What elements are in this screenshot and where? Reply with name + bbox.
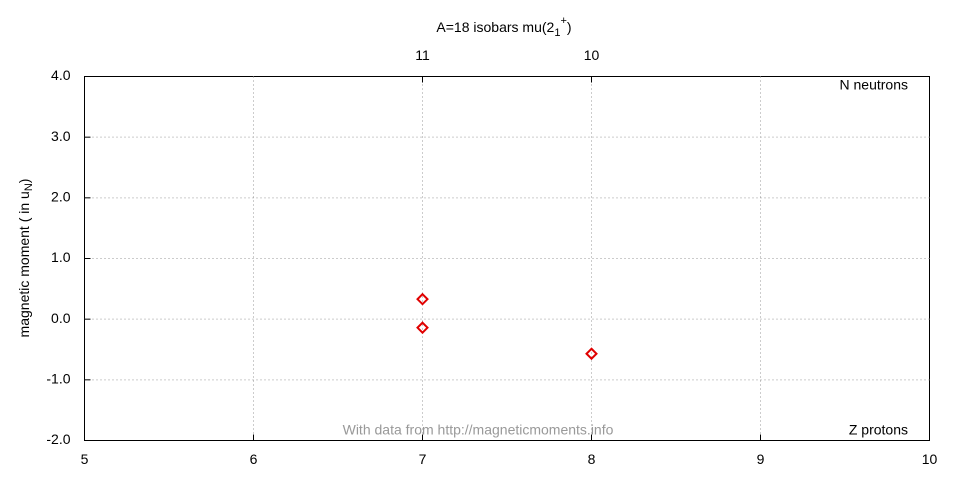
y-tick-label: 0.0 xyxy=(51,310,71,326)
y-tick-label: -1.0 xyxy=(46,371,70,387)
plot-frame xyxy=(84,76,930,441)
ylabel-sub: N xyxy=(23,183,35,191)
y-tick-label: 2.0 xyxy=(51,189,71,205)
y-tick-label: 1.0 xyxy=(51,249,71,265)
x-tick-label: 6 xyxy=(250,451,258,467)
x-tick-label: 8 xyxy=(588,451,596,467)
x-tick-label: 5 xyxy=(81,451,89,467)
x-tick-label: 9 xyxy=(757,451,765,467)
data-point xyxy=(585,347,598,361)
x2-tick-label: 11 xyxy=(415,47,430,63)
title-sup: + xyxy=(560,15,566,27)
credit-annotation: With data from http://magneticmoments.in… xyxy=(343,422,614,438)
x2-tick-label: 10 xyxy=(584,47,600,63)
data-point xyxy=(416,321,429,335)
y-tick-label: 3.0 xyxy=(51,128,71,144)
x-axis-label: Z protons xyxy=(849,422,908,438)
x-tick-label: 10 xyxy=(922,451,938,467)
ylabel-end: ) xyxy=(16,179,32,184)
x2-axis-label: N neutrons xyxy=(840,77,908,93)
y-axis-label: magnetic moment ( in uN) xyxy=(16,179,35,338)
title-main: A=18 isobars mu(2 xyxy=(436,19,554,35)
title-sub: 1 xyxy=(554,27,560,39)
y-tick-label: 4.0 xyxy=(51,67,71,83)
y-tick-label: -2.0 xyxy=(46,431,70,447)
chart-title: A=18 isobars mu(21+) xyxy=(436,15,571,39)
x-tick-label: 7 xyxy=(419,451,427,467)
title-end: ) xyxy=(567,19,572,35)
data-point xyxy=(416,292,429,306)
ylabel-main: magnetic moment ( in u xyxy=(16,191,32,337)
